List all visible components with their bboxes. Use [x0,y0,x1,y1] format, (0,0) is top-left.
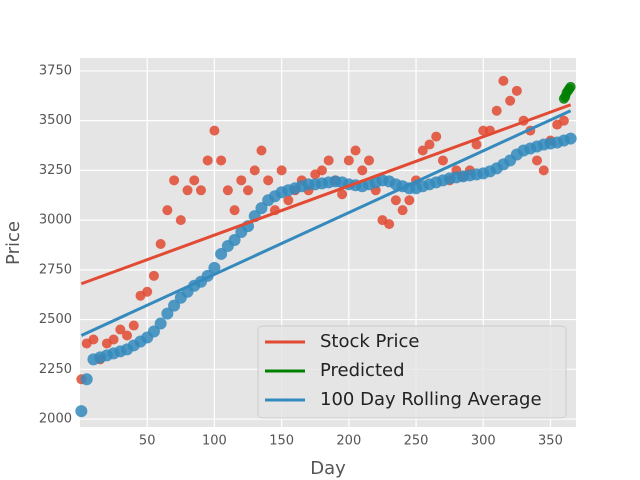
point [169,175,180,186]
grid [80,58,576,427]
legend-box [257,325,567,419]
point [532,155,543,166]
x-tick-label: 200 [336,434,361,449]
legend-label: 100 Day Rolling Average [320,389,542,410]
point [424,139,435,150]
y-tick-label: 3500 [39,113,72,128]
point [363,155,374,166]
point [243,185,254,196]
point [175,215,186,226]
point [558,115,569,126]
point [189,175,200,186]
point [343,155,354,166]
point [182,185,193,196]
point [316,165,327,176]
point [390,195,401,206]
point [505,95,516,106]
point [215,247,228,260]
x-tick-label: 150 [269,434,294,449]
point [498,75,509,86]
point [195,185,206,196]
legend: Stock Price Predicted 100 Day Rolling Aver… [257,325,567,419]
y-tick-label: 3250 [39,163,72,178]
point [323,155,334,166]
point [128,320,139,331]
y-tick-label: 2750 [39,262,72,277]
point [209,125,220,136]
point [255,202,268,215]
point [404,195,415,206]
point [162,205,173,216]
point [491,105,502,116]
x-tick-label: 100 [202,434,227,449]
point [431,131,442,142]
point [147,325,160,338]
y-tick-label: 2000 [39,412,72,427]
point [161,307,174,320]
y-tick-label: 2250 [39,362,72,377]
point [142,286,153,297]
point [263,175,274,186]
x-tick-label: 250 [404,434,429,449]
point [417,145,428,156]
point [115,324,126,335]
point [283,195,294,206]
point [357,165,368,176]
x-axis-label: Day [310,458,346,479]
point [154,317,167,330]
y-tick-label: 3000 [39,213,72,228]
point [564,132,577,145]
point [222,185,233,196]
point [75,405,88,418]
point [148,270,159,281]
fit-line [80,103,572,286]
y-tick-label: 3750 [39,63,72,78]
fit-line [80,109,572,337]
point [350,145,361,156]
point [471,139,482,150]
point [397,205,408,216]
point [168,299,181,312]
point [155,238,166,249]
x-tick-label: 300 [471,434,496,449]
y-axis-label: Price [3,221,24,265]
point [538,165,549,176]
legend-label: Stock Price [320,331,419,352]
y-tick-label: 2500 [39,312,72,327]
marks [75,75,577,418]
legend-label: Predicted [320,360,405,381]
point [80,373,93,386]
point [202,155,213,166]
point [511,85,522,96]
point [565,81,576,92]
point [216,155,227,166]
point [384,219,395,230]
x-tick-label: 350 [538,434,563,449]
x-tick-label: 50 [139,434,156,449]
point [437,155,448,166]
point [108,334,119,345]
point [208,261,221,274]
point [236,175,247,186]
point [256,145,267,156]
point [228,234,241,247]
point [122,330,133,341]
point [276,165,287,176]
point [229,205,240,216]
point [249,165,260,176]
point [88,334,99,345]
point [337,189,348,200]
